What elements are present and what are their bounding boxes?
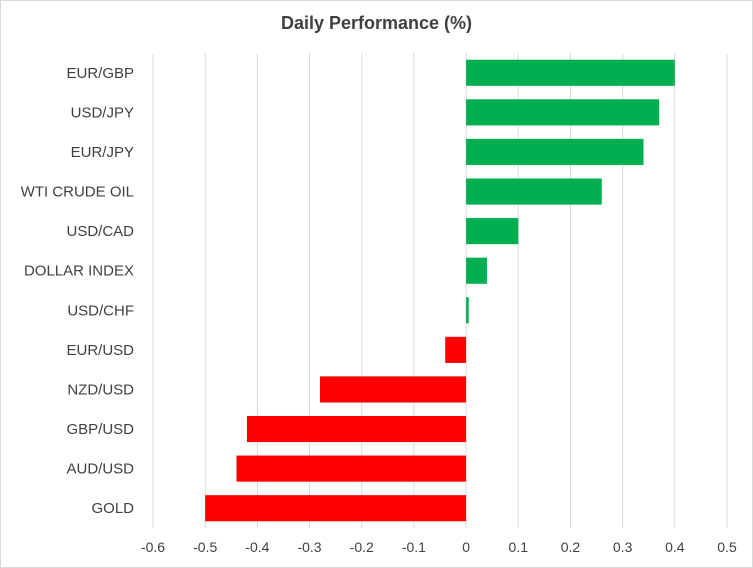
x-tick-label: 0.1 <box>509 539 529 555</box>
category-label: EUR/USD <box>66 342 134 359</box>
bars <box>205 59 675 522</box>
category-label: USD/CAD <box>66 223 134 240</box>
bar-usd-cad <box>466 218 519 245</box>
x-tick-label: -0.1 <box>402 539 426 555</box>
category-label: GOLD <box>91 500 134 517</box>
bar-usd-jpy <box>466 99 660 126</box>
x-tick-label: 0.2 <box>561 539 581 555</box>
x-tick-label: -0.6 <box>141 539 165 555</box>
x-tick-labels: -0.6 -0.5 -0.4 -0.3 -0.2 -0.1 0 0.1 0.2 0.3 0.4 0.5 <box>141 539 737 555</box>
x-tick-label: 0.3 <box>613 539 633 555</box>
bar-eur-gbp <box>466 59 675 86</box>
bar-wti-crude-oil <box>466 178 602 205</box>
category-label: WTI CRUDE OIL <box>21 184 134 201</box>
bar-gbp-usd <box>246 415 467 443</box>
bar-dollar-index <box>466 257 487 284</box>
x-tick-label: -0.3 <box>297 539 321 555</box>
category-label: NZD/USD <box>67 381 134 398</box>
grid-lines <box>152 53 728 528</box>
category-labels: EUR/GBP USD/JPY EUR/JPY WTI CRUDE OIL USD/CA… <box>21 65 135 517</box>
x-tick-label: -0.4 <box>245 539 269 555</box>
chart-title: Daily Performance (%) <box>280 13 473 33</box>
bar-eur-jpy <box>466 138 644 166</box>
category-label: USD/CHF <box>67 302 134 319</box>
bar-nzd-usd <box>319 376 467 403</box>
category-label: EUR/GBP <box>66 65 134 82</box>
x-tick-label: 0.4 <box>665 539 685 555</box>
x-tick-label: -0.5 <box>193 539 217 555</box>
category-label: DOLLAR INDEX <box>24 263 134 280</box>
x-tick-label: 0 <box>462 539 470 555</box>
x-tick-label: -0.2 <box>350 539 374 555</box>
bar-gold <box>205 495 467 522</box>
category-label: USD/JPY <box>71 104 134 121</box>
bar-eur-usd <box>445 336 467 363</box>
bar-aud-usd <box>236 455 467 482</box>
category-label: AUD/USD <box>66 461 134 478</box>
x-tick-label: 0.5 <box>717 539 737 555</box>
category-label: EUR/JPY <box>71 144 134 161</box>
bar-usd-chf <box>466 297 469 324</box>
category-label: GBP/USD <box>66 421 134 438</box>
